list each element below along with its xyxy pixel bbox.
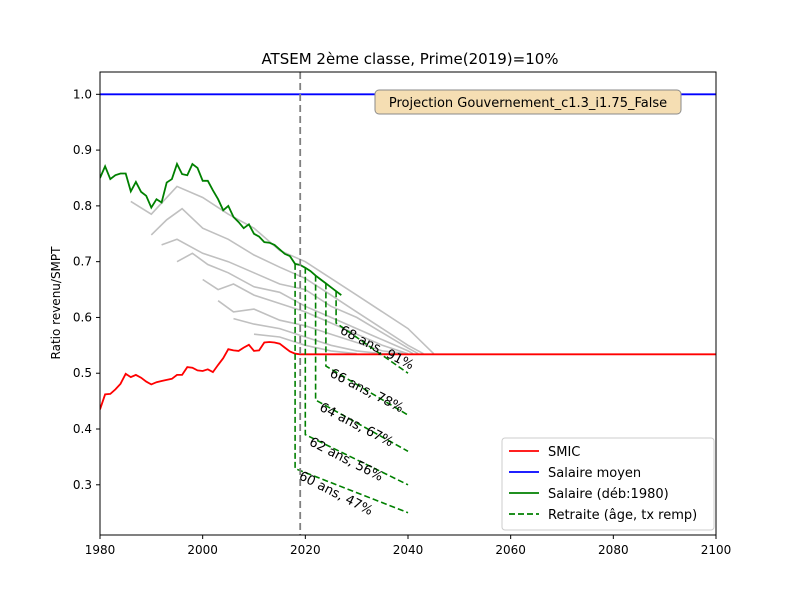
x-tick-label: 2100 xyxy=(701,543,732,557)
cohort-line-3 xyxy=(130,185,435,355)
cohort-line-7 xyxy=(202,278,409,355)
y-tick-label: 0.4 xyxy=(73,422,92,436)
x-tick-label: 2020 xyxy=(290,543,321,557)
y-axis-label: Ratio revenu/SMPT xyxy=(49,246,63,360)
cohort-line-4 xyxy=(150,207,424,355)
legend-label: Salaire (déb:1980) xyxy=(548,487,669,502)
legend-label: SMIC xyxy=(548,445,580,460)
series-line-smic xyxy=(100,341,716,410)
projection-box-text: Projection Gouvernement_c1.3_i1.75_False xyxy=(389,96,667,111)
retirement-line-13 xyxy=(314,275,409,452)
series-line-retraite-ge-tx-remp- xyxy=(294,263,409,514)
legend: SMIC Salaire moyen Salaire (déb:1980) Retra… xyxy=(501,437,715,531)
y-tick-label: 0.8 xyxy=(73,199,92,213)
legend-box xyxy=(501,437,715,531)
y-tick-label: 0.9 xyxy=(73,143,92,157)
retirement-line-14 xyxy=(325,283,409,416)
y-tick-label: 1.0 xyxy=(73,87,92,101)
retirement-line-12 xyxy=(304,267,409,486)
retirement-line-15 xyxy=(335,291,409,374)
y-tick-label: 0.7 xyxy=(73,255,92,269)
cohort-line-5 xyxy=(161,238,419,355)
y-tick-label: 0.3 xyxy=(73,478,92,492)
cohort-line-6 xyxy=(176,252,414,355)
legend-label: Retraite (âge, tx remp) xyxy=(548,508,697,523)
projection-box xyxy=(374,89,682,115)
chart-title: ATSEM 2ème classe, Prime(2019)=10% xyxy=(261,50,558,68)
y-tick-label: 0.5 xyxy=(73,366,92,380)
x-tick-label: 2000 xyxy=(187,543,218,557)
x-tick-label: 2080 xyxy=(598,543,629,557)
x-tick-label: 1980 xyxy=(85,543,116,557)
y-tick-label: 0.6 xyxy=(73,310,92,324)
legend-label: Salaire moyen xyxy=(548,466,641,481)
x-tick-label: 2040 xyxy=(393,543,424,557)
x-tick-label: 2060 xyxy=(495,543,526,557)
